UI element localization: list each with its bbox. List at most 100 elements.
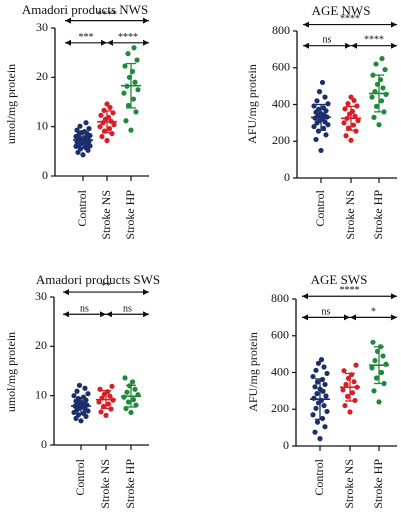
- data-point: [129, 379, 136, 385]
- series-control: [310, 357, 330, 442]
- data-point: [344, 393, 351, 399]
- y-tick-label: 10: [35, 387, 47, 401]
- significance-bracket: ***: [65, 32, 107, 46]
- data-point: [319, 415, 326, 422]
- data-point: [311, 103, 317, 109]
- significance-bracket: ****: [303, 14, 397, 28]
- y-tick-label: 30: [35, 289, 47, 303]
- data-point: [370, 339, 376, 345]
- significance-bracket: *: [350, 306, 397, 321]
- data-point: [354, 103, 360, 109]
- data-point: [353, 128, 359, 134]
- data-point: [324, 370, 330, 377]
- series-stroke-ns: [96, 383, 116, 418]
- chart-title: AGE SWS: [311, 272, 368, 287]
- data-point: [133, 109, 139, 115]
- data-point: [78, 418, 84, 424]
- series-control: [73, 120, 93, 158]
- data-point: [82, 385, 88, 391]
- data-point: [313, 136, 319, 143]
- significance-label: ****: [97, 10, 117, 21]
- data-point: [323, 393, 329, 399]
- data-point: [372, 357, 378, 364]
- data-point: [314, 419, 321, 425]
- significance-label: ****: [340, 14, 360, 25]
- arrow-head-right: [143, 311, 149, 318]
- significance-bracket: ****: [65, 10, 149, 24]
- data-point: [85, 391, 91, 397]
- data-point: [373, 375, 380, 381]
- category-label: Stroke HP: [123, 459, 137, 509]
- y-tick-label: 200: [272, 133, 290, 147]
- category-label: Control: [313, 189, 327, 226]
- data-point: [319, 79, 326, 86]
- data-point: [373, 61, 379, 67]
- data-point: [75, 396, 82, 402]
- y-tick-label: 0: [42, 168, 48, 182]
- series-stroke-hp: [369, 339, 389, 405]
- significance-label: ****: [118, 32, 138, 43]
- data-point: [316, 89, 323, 95]
- data-point: [134, 57, 140, 63]
- data-point: [315, 360, 322, 366]
- category-label: Stroke HP: [371, 190, 385, 240]
- data-point: [77, 123, 83, 129]
- y-tick-label: 20: [35, 338, 47, 352]
- data-point: [348, 94, 354, 100]
- data-point: [382, 66, 388, 73]
- data-point: [135, 87, 141, 93]
- data-point: [349, 390, 356, 396]
- y-tick-label: 400: [272, 96, 290, 110]
- significance-bracket: ****: [351, 35, 397, 49]
- y-tick-label: 0: [283, 438, 289, 452]
- data-point: [125, 102, 132, 109]
- significance-bracket: **: [63, 281, 149, 296]
- significance-bracket: ns: [63, 303, 106, 318]
- data-point: [130, 96, 137, 102]
- data-point: [99, 133, 105, 140]
- data-point: [315, 106, 322, 112]
- data-point: [104, 137, 110, 144]
- data-point: [318, 147, 324, 154]
- series-control: [311, 79, 331, 154]
- data-point: [100, 403, 107, 410]
- significance-label: ns: [80, 303, 89, 314]
- data-point: [130, 397, 137, 403]
- significance-label: **: [101, 281, 111, 292]
- data-point: [122, 63, 128, 69]
- data-point: [107, 393, 113, 399]
- data-point: [325, 101, 331, 107]
- arrow-head-right: [345, 42, 351, 49]
- data-point: [74, 388, 80, 394]
- data-point: [348, 137, 354, 143]
- arrow-head-left: [63, 311, 69, 318]
- data-point: [320, 105, 327, 111]
- chart-title: Amadori products SWS: [36, 272, 160, 287]
- data-point: [109, 383, 115, 389]
- data-point: [311, 123, 317, 130]
- arrow-head-left: [106, 311, 112, 318]
- data-point: [312, 429, 318, 435]
- series-control: [71, 382, 91, 424]
- significance-bracket: ns: [106, 303, 149, 318]
- data-point: [318, 357, 325, 363]
- data-point: [103, 412, 109, 418]
- arrow-head-left: [302, 314, 308, 321]
- arrow-head-right: [143, 17, 149, 24]
- data-point: [351, 97, 357, 104]
- category-label: Stroke NS: [342, 459, 356, 509]
- arrow-head-right: [344, 314, 350, 321]
- data-point: [74, 127, 80, 133]
- data-point: [111, 122, 117, 128]
- category-label: Control: [75, 189, 89, 226]
- data-point: [96, 399, 102, 405]
- data-point: [323, 132, 329, 138]
- series-stroke-hp: [121, 375, 141, 416]
- data-point: [313, 405, 319, 411]
- data-point: [341, 368, 347, 374]
- data-point: [310, 412, 316, 418]
- significance-bracket: ****: [107, 32, 149, 46]
- category-label: Control: [73, 458, 87, 495]
- data-point: [380, 85, 386, 91]
- data-point: [123, 118, 129, 124]
